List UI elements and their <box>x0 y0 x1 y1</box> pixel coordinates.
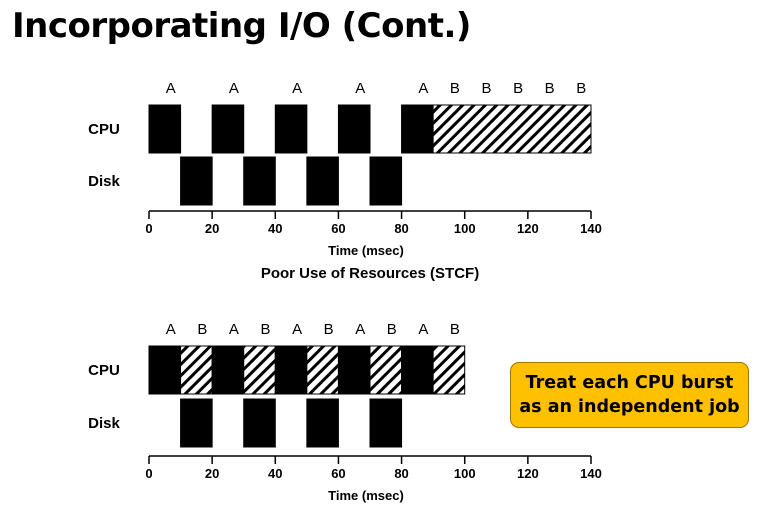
callout-line-1: Treat each CPU burst <box>525 373 734 393</box>
segment-job-a <box>148 104 182 154</box>
callout-box: Treat each CPU burst as an independent j… <box>510 362 749 428</box>
segment-job-a <box>274 345 308 395</box>
segment-job-a <box>306 156 339 206</box>
segment-job-b <box>432 104 592 154</box>
job-label-b: B <box>387 321 397 338</box>
x-tick-label: 20 <box>205 466 219 481</box>
segment-job-a <box>211 345 245 395</box>
row-label-disk: Disk <box>88 415 120 432</box>
job-label-b: B <box>324 321 334 338</box>
x-tick-label: 120 <box>517 221 539 236</box>
x-tick-label: 80 <box>394 466 408 481</box>
segment-job-a <box>306 398 339 448</box>
segment-job-a <box>180 398 213 448</box>
x-tick-label: 100 <box>454 221 476 236</box>
callout-line-2: as an independent job <box>519 397 740 417</box>
job-label-b: B <box>260 321 270 338</box>
job-label-b: B <box>197 321 207 338</box>
slide-title: Incorporating I/O (Cont.) <box>12 6 471 46</box>
job-label-a: A <box>166 80 176 97</box>
segment-job-a <box>337 345 371 395</box>
x-axis-title: Time (msec) <box>328 243 404 258</box>
segment-job-b <box>180 345 213 395</box>
x-tick-label: 100 <box>454 466 476 481</box>
x-tick-label: 0 <box>145 221 152 236</box>
row-label-cpu: CPU <box>88 362 120 379</box>
segment-job-a <box>180 156 213 206</box>
x-tick-label: 40 <box>268 221 282 236</box>
segment-job-b <box>432 345 466 395</box>
x-tick-label: 60 <box>331 221 345 236</box>
segment-job-b <box>369 345 403 395</box>
segment-job-a <box>401 104 434 154</box>
x-tick-label: 40 <box>268 466 282 481</box>
segment-job-b <box>243 345 276 395</box>
job-label-a: A <box>418 321 428 338</box>
row-label-cpu: CPU <box>88 121 120 138</box>
job-label-b: B <box>513 80 523 97</box>
segment-job-a <box>211 104 245 154</box>
job-label-a: A <box>292 321 302 338</box>
segment-job-a <box>148 345 182 395</box>
job-label-a: A <box>229 321 239 338</box>
job-label-b: B <box>450 321 460 338</box>
segment-job-b <box>306 345 339 395</box>
x-tick-label: 140 <box>580 466 602 481</box>
timeline-caption: Poor Use of Resources (STCF) <box>261 265 479 282</box>
job-label-b: B <box>545 80 555 97</box>
x-tick-label: 140 <box>580 221 602 236</box>
x-axis-title: Time (msec) <box>328 488 404 503</box>
x-tick-label: 80 <box>394 221 408 236</box>
job-label-a: A <box>355 321 365 338</box>
segment-job-a <box>401 345 434 395</box>
segment-job-a <box>337 104 371 154</box>
segment-job-a <box>243 156 276 206</box>
job-label-a: A <box>229 80 239 97</box>
x-tick-label: 60 <box>331 466 345 481</box>
segment-job-a <box>369 398 403 448</box>
segment-job-a <box>369 156 403 206</box>
job-label-b: B <box>481 80 491 97</box>
job-label-a: A <box>355 80 365 97</box>
x-tick-label: 20 <box>205 221 219 236</box>
job-label-a: A <box>418 80 428 97</box>
job-label-b: B <box>576 80 586 97</box>
job-label-a: A <box>166 321 176 338</box>
job-label-a: A <box>292 80 302 97</box>
x-tick-label: 0 <box>145 466 152 481</box>
segment-job-a <box>243 398 276 448</box>
row-label-disk: Disk <box>88 173 120 190</box>
x-tick-label: 120 <box>517 466 539 481</box>
job-label-b: B <box>450 80 460 97</box>
segment-job-a <box>274 104 308 154</box>
